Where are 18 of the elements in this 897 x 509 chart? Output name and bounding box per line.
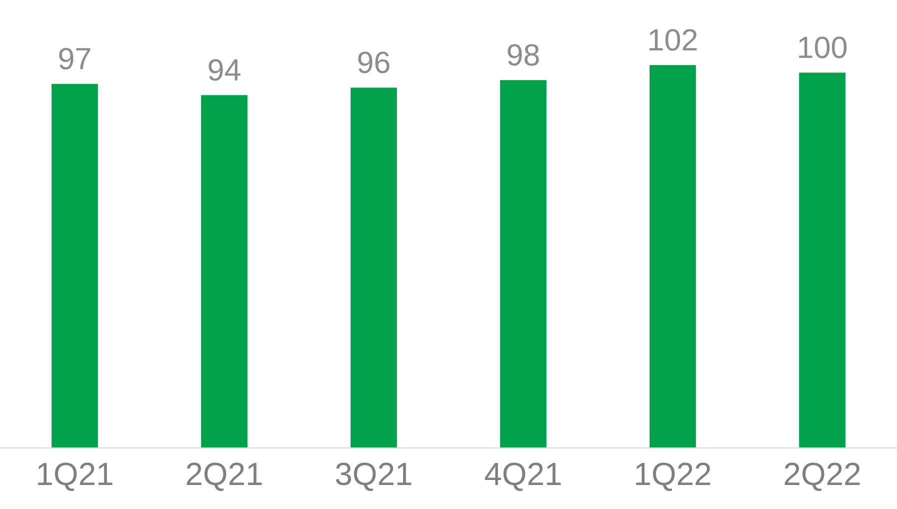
x-tick-label: 4Q21 xyxy=(484,462,561,491)
data-label: 97 xyxy=(59,48,90,70)
x-tick-label: 2Q21 xyxy=(186,462,262,491)
data-label: 102 xyxy=(650,29,697,51)
bar xyxy=(650,65,696,448)
x-tick-label: 1Q21 xyxy=(38,462,112,491)
x-tick-label: 3Q21 xyxy=(336,462,412,491)
x-tick-label: 2Q22 xyxy=(784,462,860,491)
x-tick-label: 1Q22 xyxy=(636,462,710,491)
data-label: 94 xyxy=(208,59,240,81)
bar xyxy=(201,95,248,448)
bar xyxy=(350,88,397,448)
bar xyxy=(799,72,846,448)
data-label: 96 xyxy=(358,52,390,74)
bar xyxy=(52,84,98,448)
bar xyxy=(500,80,546,448)
data-label: 100 xyxy=(799,36,847,58)
data-label: 98 xyxy=(508,44,539,66)
